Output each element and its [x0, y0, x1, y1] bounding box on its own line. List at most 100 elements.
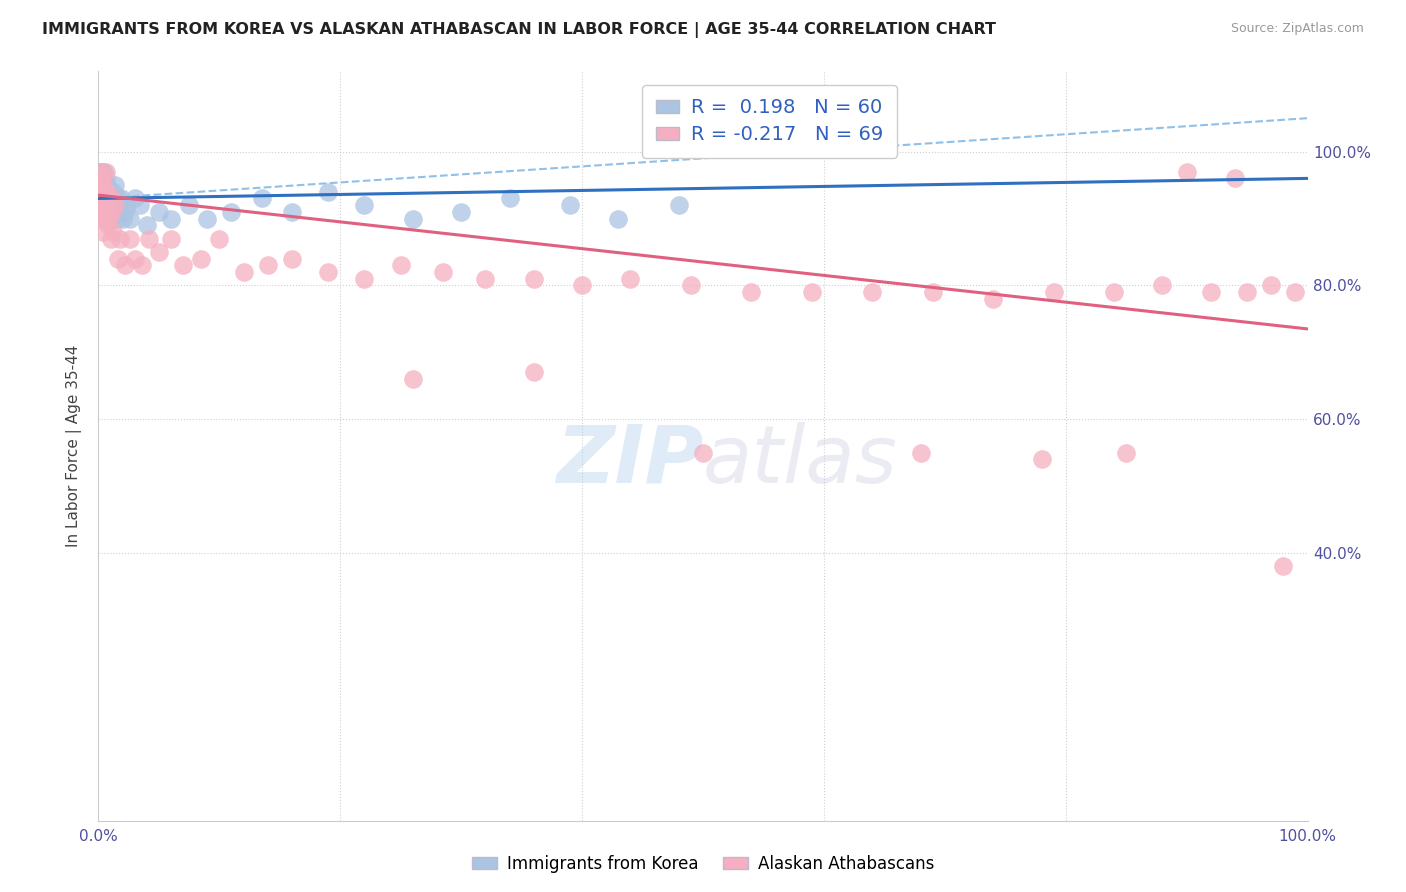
- Point: [105, 211, 128, 226]
- Point: [138, 232, 160, 246]
- Point: [98, 205, 121, 219]
- Point: [402, 372, 425, 386]
- Point: [281, 252, 304, 266]
- Point: [90, 192, 112, 206]
- Text: atlas: atlas: [703, 422, 898, 500]
- Point: [108, 232, 131, 246]
- Point: [96, 205, 118, 219]
- Point: [250, 192, 273, 206]
- Point: [281, 205, 304, 219]
- Point: [89, 185, 111, 199]
- Point: [100, 211, 122, 226]
- Point: [110, 192, 132, 206]
- Point: [91, 211, 114, 226]
- Point: [668, 198, 690, 212]
- Point: [89, 165, 111, 179]
- Legend: Immigrants from Korea, Alaskan Athabascans: Immigrants from Korea, Alaskan Athabasca…: [465, 848, 941, 880]
- Point: [91, 192, 114, 206]
- Point: [353, 271, 375, 285]
- Point: [90, 165, 112, 179]
- Point: [523, 366, 546, 380]
- Text: Source: ZipAtlas.com: Source: ZipAtlas.com: [1230, 22, 1364, 36]
- Point: [91, 171, 114, 186]
- Point: [94, 211, 117, 226]
- Point: [91, 185, 114, 199]
- Legend: R =  0.198   N = 60, R = -0.217   N = 69: R = 0.198 N = 60, R = -0.217 N = 69: [643, 85, 897, 158]
- Point: [94, 198, 117, 212]
- Point: [450, 205, 472, 219]
- Point: [97, 198, 120, 212]
- Point: [190, 252, 212, 266]
- Point: [91, 171, 114, 186]
- Point: [131, 259, 153, 273]
- Point: [96, 185, 118, 199]
- Point: [93, 185, 115, 199]
- Point: [93, 205, 115, 219]
- Point: [558, 198, 581, 212]
- Point: [172, 259, 194, 273]
- Point: [740, 285, 762, 300]
- Point: [94, 165, 117, 179]
- Point: [148, 205, 170, 219]
- Point: [607, 211, 630, 226]
- Point: [91, 192, 114, 206]
- Point: [160, 232, 183, 246]
- Point: [91, 178, 114, 193]
- Point: [96, 205, 118, 219]
- Point: [108, 205, 131, 219]
- Point: [90, 171, 112, 186]
- Point: [100, 232, 122, 246]
- Point: [1223, 171, 1246, 186]
- Point: [135, 219, 157, 233]
- Point: [679, 278, 702, 293]
- Point: [1236, 285, 1258, 300]
- Point: [93, 165, 115, 179]
- Point: [96, 178, 118, 193]
- Point: [90, 198, 112, 212]
- Point: [100, 205, 122, 219]
- Point: [101, 185, 124, 199]
- Point: [118, 232, 141, 246]
- Point: [571, 278, 593, 293]
- Point: [107, 252, 129, 266]
- Point: [114, 205, 136, 219]
- Point: [221, 205, 243, 219]
- Point: [800, 285, 823, 300]
- Y-axis label: In Labor Force | Age 35-44: In Labor Force | Age 35-44: [66, 345, 83, 547]
- Point: [97, 198, 120, 212]
- Point: [256, 259, 278, 273]
- Point: [208, 232, 231, 246]
- Point: [1175, 165, 1198, 179]
- Point: [1042, 285, 1064, 300]
- Text: IMMIGRANTS FROM KOREA VS ALASKAN ATHABASCAN IN LABOR FORCE | AGE 35-44 CORRELATI: IMMIGRANTS FROM KOREA VS ALASKAN ATHABAS…: [42, 22, 997, 38]
- Point: [91, 198, 114, 212]
- Point: [93, 178, 115, 193]
- Point: [91, 165, 114, 179]
- Point: [179, 198, 201, 212]
- Point: [101, 225, 124, 239]
- Point: [98, 185, 121, 199]
- Point: [100, 198, 122, 212]
- Point: [111, 211, 134, 226]
- Point: [148, 245, 170, 260]
- Point: [89, 185, 111, 199]
- Point: [195, 211, 218, 226]
- Point: [692, 446, 714, 460]
- Point: [98, 211, 121, 226]
- Point: [114, 259, 136, 273]
- Point: [1199, 285, 1222, 300]
- Point: [619, 271, 641, 285]
- Point: [96, 192, 118, 206]
- Point: [1272, 559, 1295, 574]
- Point: [118, 211, 141, 226]
- Point: [128, 198, 150, 212]
- Point: [498, 192, 520, 206]
- Point: [316, 265, 339, 279]
- Point: [921, 285, 943, 300]
- Point: [1031, 452, 1053, 467]
- Point: [117, 198, 139, 212]
- Point: [103, 198, 125, 212]
- Point: [1260, 278, 1282, 293]
- Point: [1152, 278, 1174, 293]
- Point: [402, 211, 425, 226]
